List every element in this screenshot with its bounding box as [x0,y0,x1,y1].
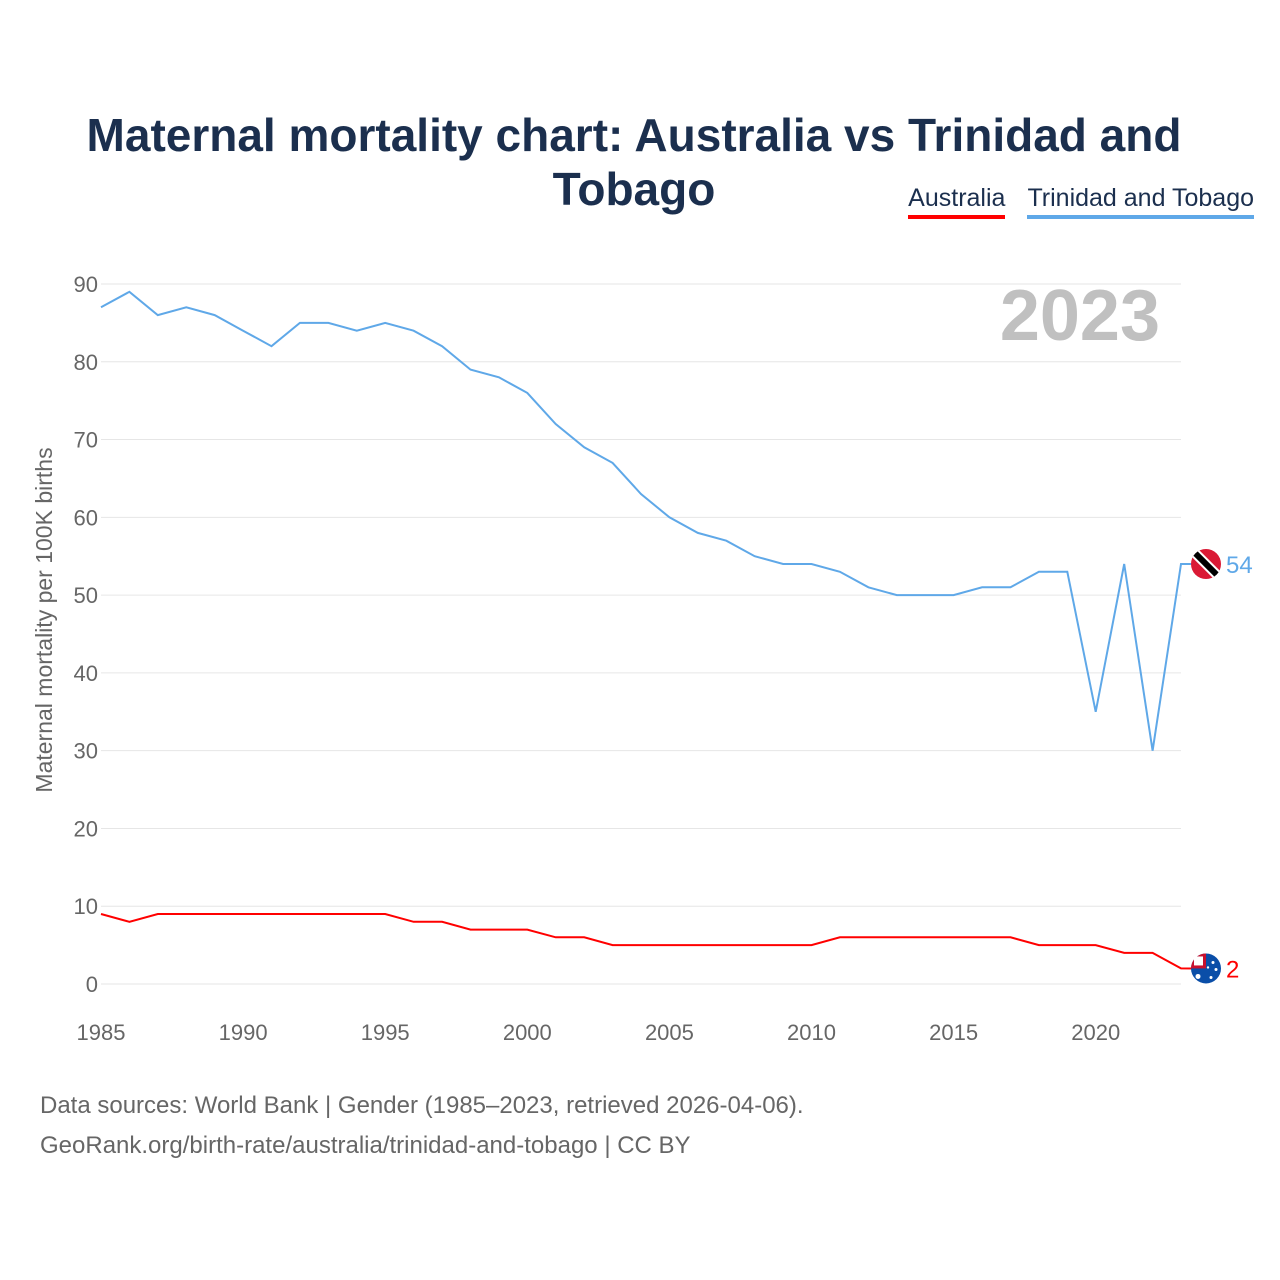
source-note: Data sources: World Bank | Gender (1985–… [40,1086,804,1166]
x-tick-label: 2020 [1071,1020,1120,1045]
y-axis-label: Maternal mortality per 100K births [31,447,57,792]
x-tick-label: 2005 [645,1020,694,1045]
y-tick-label: 60 [74,505,98,530]
chart-title: Maternal mortality chart: Australia vs T… [86,109,1182,215]
y-tick-label: 30 [74,739,98,764]
x-tick-label: 2000 [503,1020,552,1045]
source-line-2[interactable]: GeoRank.org/birth-rate/australia/trinida… [40,1132,691,1159]
y-tick-label: 0 [86,972,98,997]
y-tick-label: 50 [74,583,98,608]
y-tick-label: 90 [74,272,98,297]
end-value-label: 54 [1226,552,1253,579]
y-tick-label: 80 [74,350,98,375]
x-tick-label: 1995 [361,1020,410,1045]
legend-australia[interactable]: Australia [908,184,1006,219]
series-line-trinidad [100,290,1195,751]
source-line-1: Data sources: World Bank | Gender (1985–… [40,1092,804,1119]
y-tick-label: 70 [74,428,98,453]
x-tick-label: 2010 [787,1020,836,1045]
x-tick-label: 2015 [929,1020,978,1045]
y-tick-label: 40 [74,661,98,686]
trinidad-flag-icon [1191,549,1221,579]
x-tick-label: 1985 [77,1020,126,1045]
y-tick-label: 10 [74,894,98,919]
end-value-label: 2 [1226,956,1239,983]
australia-flag-icon [1191,953,1221,984]
legend: Australia Trinidad and Tobago [908,184,1254,219]
x-tick-label: 1990 [219,1020,268,1045]
legend-trinidad[interactable]: Trinidad and Tobago [1027,184,1254,219]
year-badge: 2023 [1000,276,1160,356]
y-tick-label: 20 [74,816,98,841]
series-line-australia [100,913,1196,970]
